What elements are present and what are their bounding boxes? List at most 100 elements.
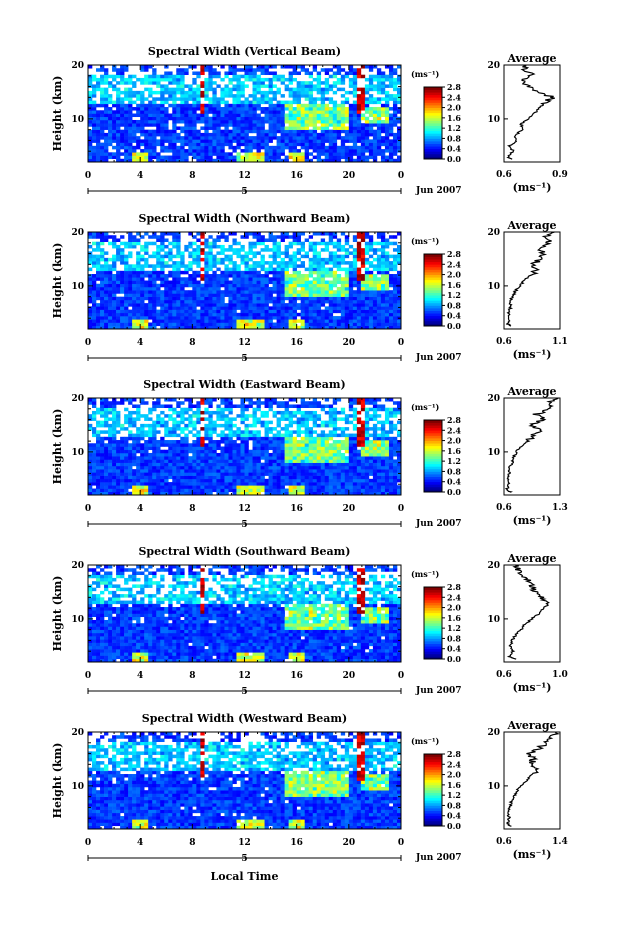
heatmap-cell	[88, 254, 93, 259]
heatmap-cell	[208, 312, 213, 317]
heatmap-cell	[116, 142, 121, 147]
heatmap-cell	[272, 97, 277, 101]
heatmap-cell	[360, 322, 366, 327]
heatmap-cell	[392, 68, 398, 72]
heatmap-cell	[136, 478, 141, 483]
heatmap-cell	[316, 119, 322, 124]
heatmap-cell	[200, 142, 205, 147]
heatmap-cell	[172, 485, 177, 489]
heatmap-cell	[116, 286, 121, 291]
heatmap-cell	[128, 254, 133, 259]
heatmap-cell	[100, 398, 105, 402]
heatmap-cell	[132, 443, 137, 447]
heatmap-cell	[92, 126, 97, 130]
heatmap-cell	[100, 478, 105, 483]
heatmap-cell	[340, 299, 346, 304]
heatmap-cell	[356, 270, 362, 275]
heatmap-cell	[96, 139, 101, 143]
heatmap-cell	[284, 293, 289, 297]
heatmap-cell	[376, 110, 382, 114]
heatmap-cell	[172, 155, 177, 160]
heatmap-cell	[156, 139, 161, 143]
heatmap-cell	[184, 325, 189, 330]
colorbar-swatch	[424, 261, 442, 265]
heatmap-cell	[336, 303, 342, 307]
heatmap-cell	[220, 149, 225, 153]
heatmap-cell	[164, 71, 169, 75]
heatmap-cell	[188, 423, 193, 428]
heatmap-cell	[320, 94, 326, 98]
heatmap-cell	[364, 107, 370, 111]
heatmap-cell	[176, 475, 181, 480]
heatmap-cell	[196, 309, 201, 314]
heatmap-cell	[144, 132, 149, 137]
heatmap-cell	[104, 491, 109, 496]
heatmap-cell	[376, 299, 382, 304]
heatmap-cell	[272, 113, 277, 118]
heatmap-cell	[256, 158, 261, 163]
heatmap-cell	[152, 283, 157, 288]
heatmap-cell	[368, 241, 374, 246]
heatmap-cell	[156, 465, 161, 470]
heatmap-cell	[228, 142, 233, 147]
heatmap-cell	[220, 296, 225, 301]
heatmap-cell	[252, 277, 257, 281]
heatmap-cell	[236, 94, 241, 98]
heatmap-cell	[208, 97, 213, 101]
heatmap-cell	[384, 257, 390, 262]
heatmap-cell	[136, 462, 141, 467]
heatmap-cell	[340, 113, 346, 118]
heatmap-cell	[140, 97, 145, 101]
heatmap-cell	[220, 119, 225, 124]
heatmap-cell	[104, 116, 109, 121]
heatmap-cell	[288, 123, 293, 127]
heatmap-cell	[120, 74, 125, 79]
heatmap-cell	[368, 303, 374, 307]
heatmap-cell	[336, 319, 342, 323]
heatmap-cell	[172, 420, 177, 425]
heatmap-cell	[356, 254, 362, 259]
heatmap-cell	[168, 472, 173, 476]
heatmap-cell	[228, 158, 233, 163]
heatmap-cell	[368, 299, 374, 304]
heatmap-cell	[112, 87, 117, 92]
heatmap-cell	[152, 110, 157, 114]
heatmap-cell	[176, 152, 181, 156]
heatmap-cell	[272, 306, 277, 310]
heatmap-cell	[144, 433, 149, 438]
heatmap-cell	[324, 270, 330, 275]
heatmap-cell	[140, 433, 145, 438]
heatmap-cell	[180, 71, 185, 75]
heatmap-cell	[256, 119, 261, 124]
heatmap-cell	[268, 312, 273, 317]
heatmap-cell	[104, 149, 109, 153]
heatmap-cell	[340, 94, 346, 98]
heatmap-cell	[276, 77, 281, 82]
heatmap-cell	[180, 303, 185, 307]
heatmap-cell	[304, 251, 309, 255]
heatmap-cell	[212, 261, 217, 265]
colorbar-swatch	[424, 266, 442, 270]
heatmap-cell	[96, 244, 101, 249]
heatmap-cell	[352, 149, 358, 153]
heatmap-cell	[112, 110, 117, 114]
heatmap-cell	[388, 299, 394, 304]
heatmap-cell	[88, 139, 93, 143]
heatmap-cell	[92, 145, 97, 150]
heatmap-cell	[200, 469, 205, 473]
heatmap-cell	[156, 77, 161, 82]
heatmap-cell	[96, 110, 101, 114]
heatmap-cell	[228, 232, 233, 236]
colorbar-swatch	[424, 135, 442, 139]
heatmap-cell	[268, 107, 273, 111]
heatmap-cell	[340, 77, 346, 82]
heatmap-cell	[176, 325, 181, 330]
heatmap-cell	[124, 129, 129, 134]
heatmap-cell	[112, 257, 117, 262]
heatmap-cell	[248, 309, 253, 314]
heatmap-cell	[348, 84, 354, 88]
heatmap-cell	[312, 244, 318, 249]
heatmap-cell	[180, 410, 185, 415]
heatmap-cell	[224, 306, 229, 310]
heatmap-cell	[316, 87, 322, 92]
